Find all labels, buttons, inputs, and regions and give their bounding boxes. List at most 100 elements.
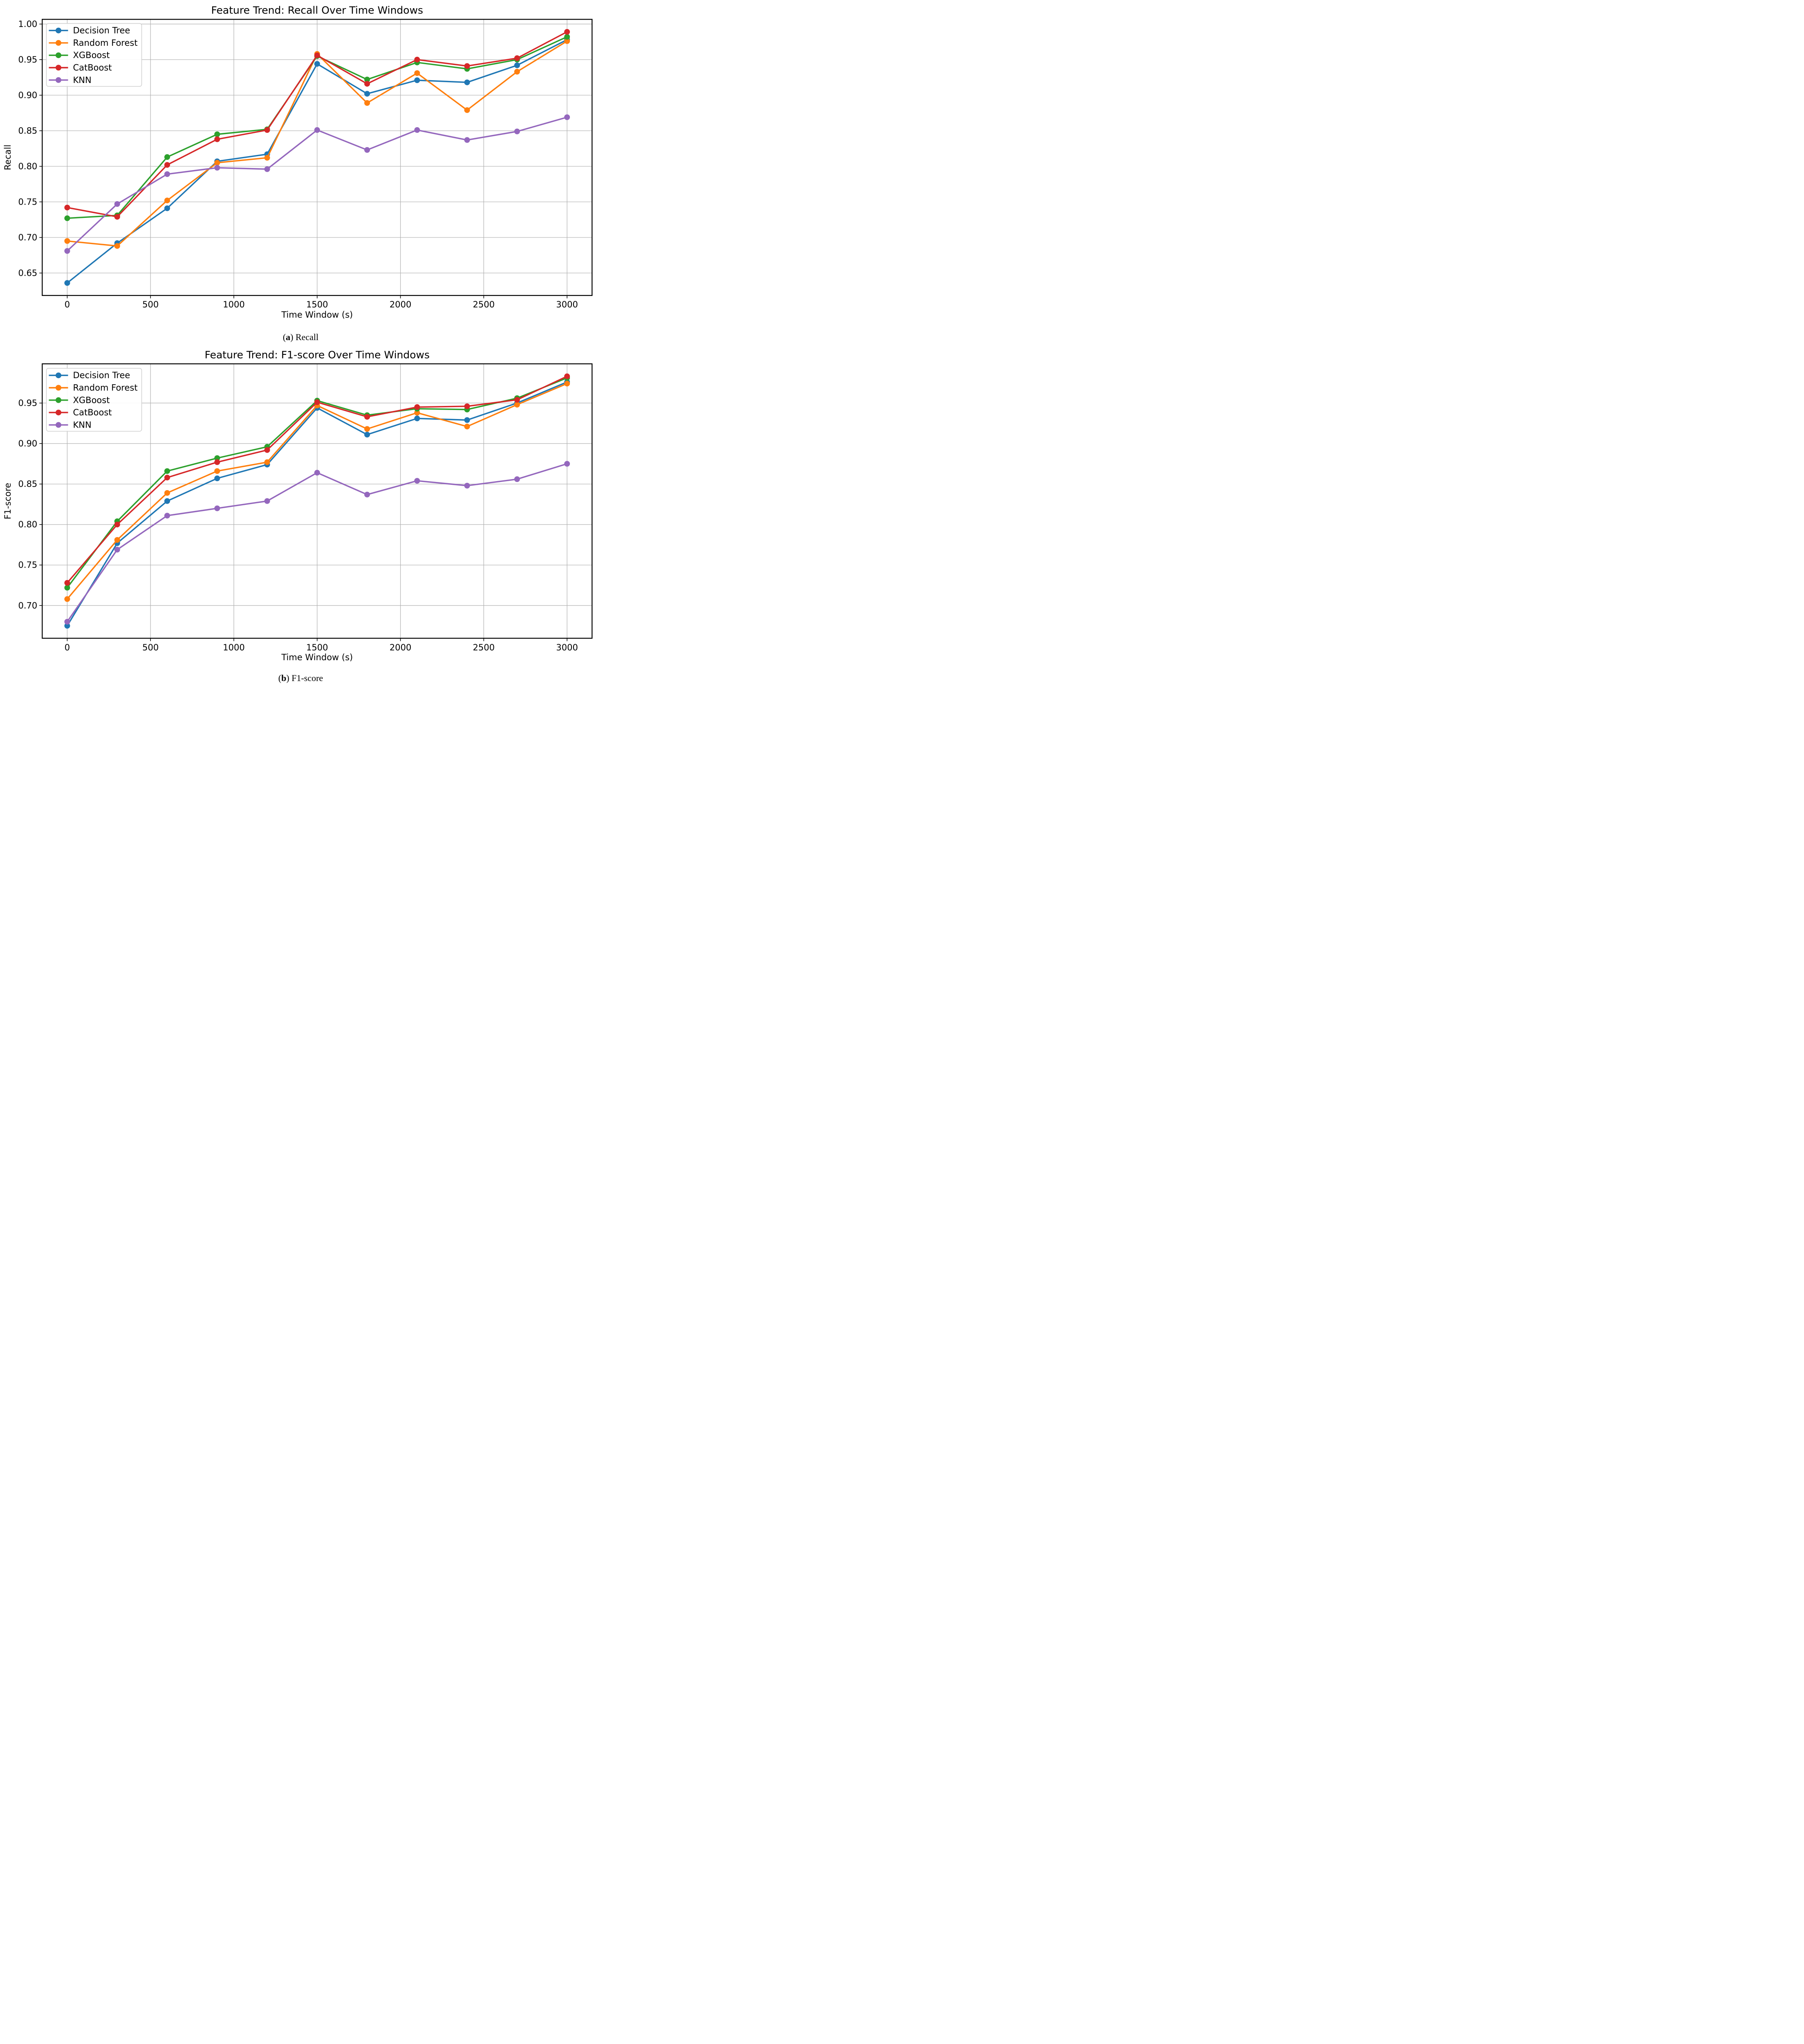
series-point-knn-300 <box>114 547 120 553</box>
legend-marker-xgboost <box>56 52 61 58</box>
series-point-random-forest-3000 <box>564 38 570 44</box>
series-point-knn-2400 <box>464 483 470 489</box>
legend-item-xgboost: XGBoost <box>49 395 110 405</box>
legend-item-random-forest: Random Forest <box>49 38 138 48</box>
chart-title: Feature Trend: Recall Over Time Windows <box>211 4 424 16</box>
legend: Decision Tree Random Forest XGBoost CatBoos… <box>46 368 142 432</box>
legend-marker-catboost <box>56 410 61 416</box>
series-point-xgboost-0 <box>64 585 70 591</box>
legend-item-catboost: CatBoost <box>49 408 112 417</box>
y-tick-label-0.75: 0.75 <box>18 560 38 570</box>
x-axis-label: Time Window (s) <box>281 310 353 320</box>
legend-marker-decision-tree <box>56 27 61 34</box>
series-point-catboost-3000 <box>564 29 570 35</box>
series-point-xgboost-600 <box>164 468 170 474</box>
y-tick-label-0.70: 0.70 <box>18 601 38 610</box>
y-tick-label-0.90: 0.90 <box>18 90 38 100</box>
legend: Decision Tree Random Forest XGBoost CatBoos… <box>46 23 142 87</box>
series-point-catboost-900 <box>214 459 220 465</box>
caption-a-suffix: ) <box>290 332 296 342</box>
series-point-xgboost-3000 <box>564 34 570 40</box>
series-point-knn-300 <box>114 201 120 207</box>
x-tick-label-2000: 2000 <box>390 643 411 652</box>
series-point-decision-tree-1800 <box>364 91 370 97</box>
x-tick-label-500: 500 <box>142 300 159 309</box>
caption-a-prefix: ( <box>282 332 286 342</box>
legend-item-random-forest: Random Forest <box>49 383 138 393</box>
series-point-xgboost-900 <box>214 455 220 461</box>
series-point-knn-0 <box>64 248 70 254</box>
series-point-knn-1800 <box>364 491 370 498</box>
series-point-decision-tree-1500 <box>314 61 320 67</box>
series-point-xgboost-1800 <box>364 76 370 83</box>
y-axis-label: Recall <box>3 145 13 170</box>
series-point-random-forest-0 <box>64 596 70 602</box>
legend-label-catboost: CatBoost <box>73 63 112 73</box>
legend-marker-decision-tree <box>56 372 61 379</box>
series-point-catboost-2100 <box>414 56 420 63</box>
series-point-catboost-2400 <box>464 63 470 69</box>
x-tick-label-500: 500 <box>142 643 159 652</box>
series-point-decision-tree-600 <box>164 498 170 504</box>
legend-item-decision-tree: Decision Tree <box>49 370 130 380</box>
x-tick-label-2500: 2500 <box>473 643 495 652</box>
series-point-random-forest-1200 <box>264 155 270 161</box>
y-tick-label-1.00: 1.00 <box>18 19 38 29</box>
x-tick-label-1000: 1000 <box>223 300 244 309</box>
series-point-knn-2400 <box>464 137 470 143</box>
series-point-knn-900 <box>214 505 220 511</box>
chart-recall: 0 500 1000 1500 2000 2500 3000 0.65 0.70 0.75 0.80… <box>3 4 593 320</box>
series-point-random-forest-2700 <box>514 69 520 75</box>
series-point-catboost-900 <box>214 136 220 142</box>
series-point-catboost-1800 <box>364 414 370 420</box>
x-tick-label-1000: 1000 <box>223 643 244 652</box>
y-tick-label-0.65: 0.65 <box>18 268 38 278</box>
y-tick-label-0.85: 0.85 <box>18 479 38 489</box>
caption-a-letter: a <box>286 332 291 342</box>
series-point-knn-1200 <box>264 166 270 172</box>
series-point-decision-tree-2100 <box>414 415 420 421</box>
series-point-xgboost-600 <box>164 154 170 160</box>
series-point-catboost-2400 <box>464 403 470 409</box>
series-point-knn-600 <box>164 171 170 177</box>
series-point-catboost-300 <box>114 214 120 220</box>
series-point-catboost-0 <box>64 204 70 211</box>
series-point-knn-2100 <box>414 478 420 484</box>
series-point-random-forest-2100 <box>414 410 420 416</box>
series-point-catboost-300 <box>114 522 120 528</box>
caption-a-label: Recall <box>295 332 319 342</box>
series-point-random-forest-1200 <box>264 459 270 465</box>
y-tick-label-0.90: 0.90 <box>18 439 38 448</box>
y-axis-label: F1-score <box>3 483 13 519</box>
series-point-knn-1800 <box>364 147 370 153</box>
legend-item-knn: KNN <box>49 420 92 430</box>
series-point-random-forest-1800 <box>364 100 370 106</box>
caption-b-letter: b <box>281 673 287 683</box>
series-point-catboost-3000 <box>564 373 570 379</box>
x-tick-label-0: 0 <box>65 300 70 309</box>
series-point-knn-2100 <box>414 127 420 133</box>
series-point-catboost-600 <box>164 162 170 168</box>
series-point-catboost-0 <box>64 580 70 586</box>
legend-label-decision-tree: Decision Tree <box>73 26 130 36</box>
legend-label-knn: KNN <box>73 75 92 85</box>
chart-title: Feature Trend: F1-score Over Time Window… <box>205 349 430 361</box>
series-point-random-forest-1800 <box>364 426 370 432</box>
figure-page: 0 500 1000 1500 2000 2500 3000 0.65 0.70 0.75 0.80… <box>0 0 601 687</box>
y-tick-label-0.80: 0.80 <box>18 520 38 529</box>
legend-marker-xgboost <box>56 397 61 403</box>
series-point-random-forest-2400 <box>464 107 470 113</box>
series-point-knn-600 <box>164 513 170 519</box>
legend-label-random-forest: Random Forest <box>73 383 138 393</box>
series-point-catboost-1500 <box>314 399 320 405</box>
series-point-random-forest-2400 <box>464 424 470 430</box>
series-point-knn-0 <box>64 619 70 625</box>
series-point-knn-2700 <box>514 128 520 134</box>
legend-label-knn: KNN <box>73 420 92 430</box>
figure-canvas: 0 500 1000 1500 2000 2500 3000 0.65 0.70 0.75 0.80… <box>3 4 593 662</box>
legend-item-catboost: CatBoost <box>49 63 112 73</box>
y-tick-label-0.70: 0.70 <box>18 233 38 242</box>
caption-b-prefix: ( <box>278 673 282 683</box>
legend-label-xgboost: XGBoost <box>73 50 110 60</box>
caption-b-suffix: ) <box>286 673 292 683</box>
